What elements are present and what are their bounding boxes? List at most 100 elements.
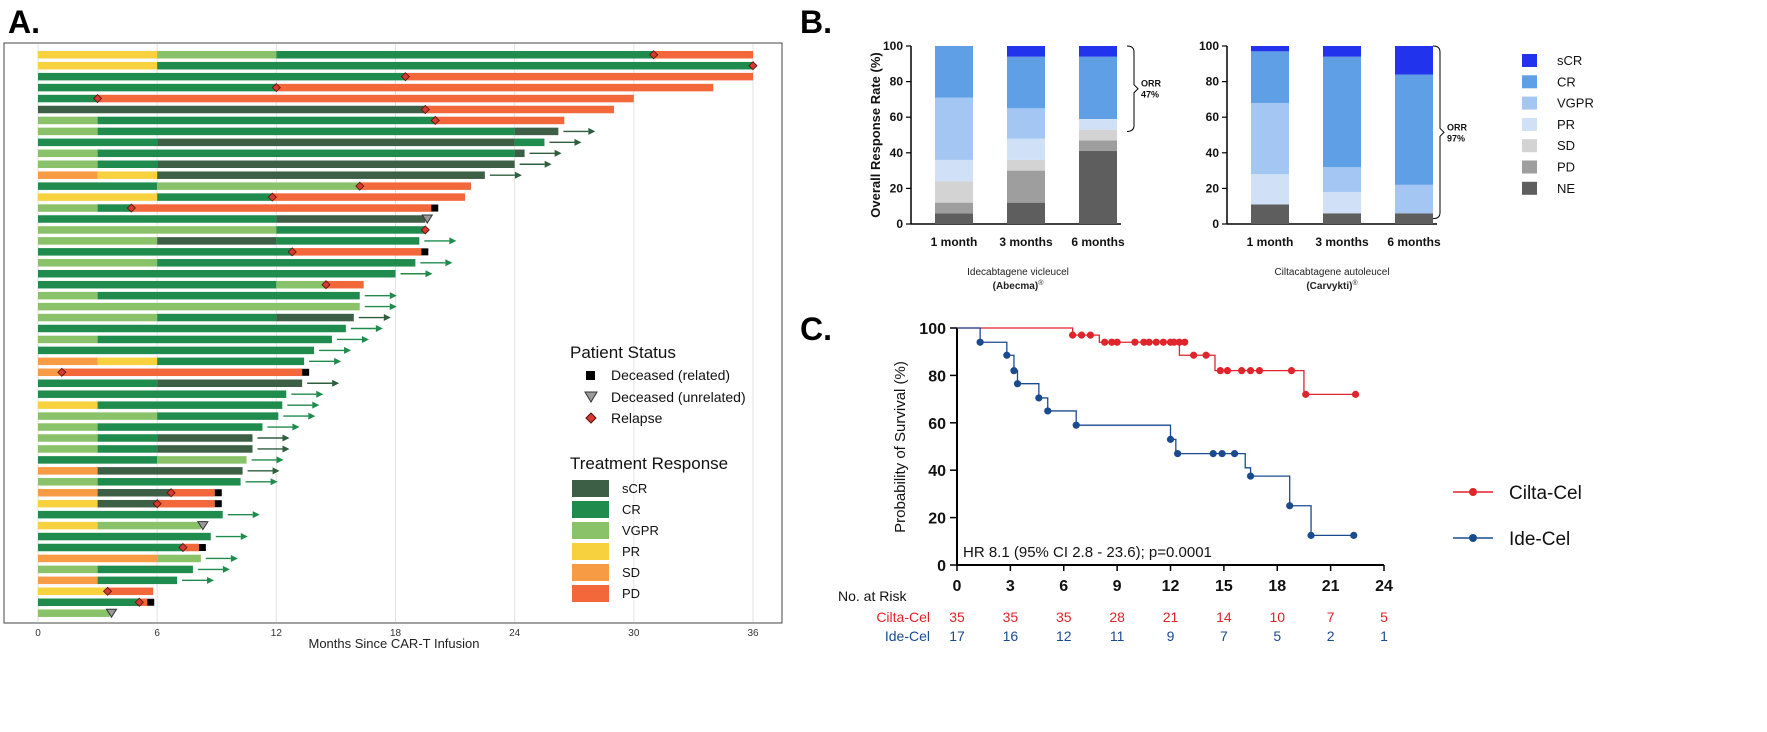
legend-patient-status: Patient Status Deceased (related) Deceas… — [570, 343, 746, 426]
swimmer-segment-cr — [38, 510, 223, 519]
swimmer-segment-cr — [38, 543, 183, 552]
relapse-marker — [166, 488, 176, 498]
bar-segment-cr — [1251, 51, 1289, 103]
swimmer-segment-vgpr — [38, 445, 98, 453]
risk-count: 7 — [1220, 628, 1228, 644]
km-censor-point — [1230, 450, 1239, 458]
ongoing-arrow-head — [312, 401, 320, 409]
km-censor-point — [1072, 421, 1080, 429]
swimmer-segment-sd — [38, 576, 98, 585]
km-censor-point — [1010, 367, 1018, 375]
swimmer-segment-pd — [325, 280, 364, 289]
legend-swatch-cr — [572, 501, 609, 518]
km-y-tick-label: 100 — [919, 321, 946, 338]
ongoing-arrow-head — [272, 467, 280, 475]
y-tick-label: 80 — [1206, 75, 1220, 89]
swimmer-segment-vgpr — [38, 149, 98, 158]
legend-response-title: Treatment Response — [570, 454, 728, 473]
deceased-unrelated-marker — [584, 391, 598, 403]
swimmer-segment-vgpr — [38, 204, 98, 212]
risk-count: 17 — [949, 628, 965, 644]
legend-response-item: SD — [622, 565, 640, 580]
ongoing-arrow-head — [544, 160, 552, 168]
ongoing-arrow-head — [389, 303, 397, 311]
response-legend-b: sCR CR VGPR PR SD PD NE — [1522, 53, 1594, 196]
relapse-marker — [134, 597, 144, 607]
swimmer-segment-vgpr — [157, 456, 247, 464]
bar-segment-sd — [935, 181, 973, 203]
swimmer-segment-cr — [38, 379, 158, 387]
y-tick-label: 40 — [1206, 146, 1220, 160]
ongoing-arrow-head — [240, 533, 248, 541]
km-censor-point — [1174, 450, 1182, 458]
relapse-marker — [152, 499, 162, 509]
risk-count: 1 — [1380, 628, 1388, 644]
swimmer-segment-pr — [38, 499, 98, 508]
orr-value: 47% — [1141, 90, 1159, 100]
relapse-marker — [126, 203, 136, 213]
bar-segment-scr — [1251, 46, 1289, 52]
swimmer-segment-scr — [276, 313, 354, 322]
bar-segment-scr — [1323, 46, 1361, 57]
km-censor-point — [1351, 390, 1360, 398]
swimmer-segment-vgpr — [38, 127, 98, 136]
risk-count: 16 — [1003, 628, 1019, 644]
bar-segment-ne — [1251, 204, 1289, 224]
swimmer-segment-scr — [157, 171, 485, 179]
swimmer-segment-cr — [38, 138, 158, 147]
legend-status-item: Relapse — [611, 410, 663, 426]
risk-row-label: Cilta-Cel — [876, 609, 930, 625]
y-tick-label: 60 — [1206, 110, 1220, 124]
bar-segment-ne — [1395, 213, 1433, 224]
bar-segment-pd — [1007, 170, 1045, 203]
swimmer-segment-cr — [157, 357, 305, 366]
ongoing-arrow-head — [514, 171, 522, 179]
km-censor-point — [1286, 502, 1294, 510]
ongoing-arrow-head — [276, 456, 284, 464]
bar-segment-vgpr — [1007, 108, 1045, 139]
km-censor-point — [1131, 338, 1139, 346]
orr-value: 97% — [1447, 133, 1465, 143]
swimmer-segment-cr — [38, 72, 406, 81]
swimmer-segment-vgpr — [38, 302, 360, 311]
deceased-related-marker — [431, 204, 439, 212]
swimmer-segment-cr — [97, 116, 436, 125]
deceased-related-marker — [147, 598, 155, 606]
relapse-marker — [420, 104, 430, 115]
legend-response-item: CR — [622, 502, 641, 517]
risk-count: 35 — [949, 609, 965, 625]
swimmer-segment-pd — [425, 105, 614, 114]
y-tick-label: 40 — [890, 146, 904, 160]
km-x-tick-label: 3 — [1006, 578, 1015, 595]
km-censor-point — [1218, 450, 1226, 458]
swimmer-segment-vgpr — [38, 434, 98, 442]
legend-status-title: Patient Status — [570, 343, 676, 362]
ongoing-arrow-head — [361, 335, 369, 343]
risk-count: 35 — [1056, 609, 1072, 625]
swimmer-segment-scr — [157, 160, 515, 168]
swimmer-segment-pr — [97, 171, 158, 179]
risk-count: 7 — [1327, 609, 1335, 625]
bar-segment-ne — [1079, 151, 1117, 224]
swimmer-segment-cr — [38, 83, 277, 92]
km-censor-point — [1223, 367, 1232, 375]
y-tick-label: 100 — [883, 39, 903, 53]
carvykti-caption: Ciltacabtagene autoleucel — [1274, 267, 1389, 278]
bar-segment-scr — [1079, 46, 1117, 57]
swimmer-segment-cr — [514, 138, 545, 147]
km-censor-point — [1170, 338, 1178, 346]
legend-item: PR — [1557, 117, 1575, 132]
ongoing-arrow-head — [574, 138, 582, 146]
risk-count: 12 — [1056, 628, 1072, 644]
relapse-marker — [321, 280, 331, 290]
swimmer-segment-sd — [38, 357, 98, 366]
km-censor-point — [1166, 435, 1175, 443]
legend-swatch-pr — [1522, 117, 1537, 131]
km-y-label: Probability of Survival (%) — [892, 361, 909, 533]
swimmer-segment-cr — [97, 565, 193, 574]
km-censor-point — [1307, 531, 1315, 539]
swimmer-segment-vgpr — [38, 335, 98, 344]
bar-segment-pr — [1251, 174, 1289, 205]
swimmer-segment-vgpr — [38, 412, 158, 420]
